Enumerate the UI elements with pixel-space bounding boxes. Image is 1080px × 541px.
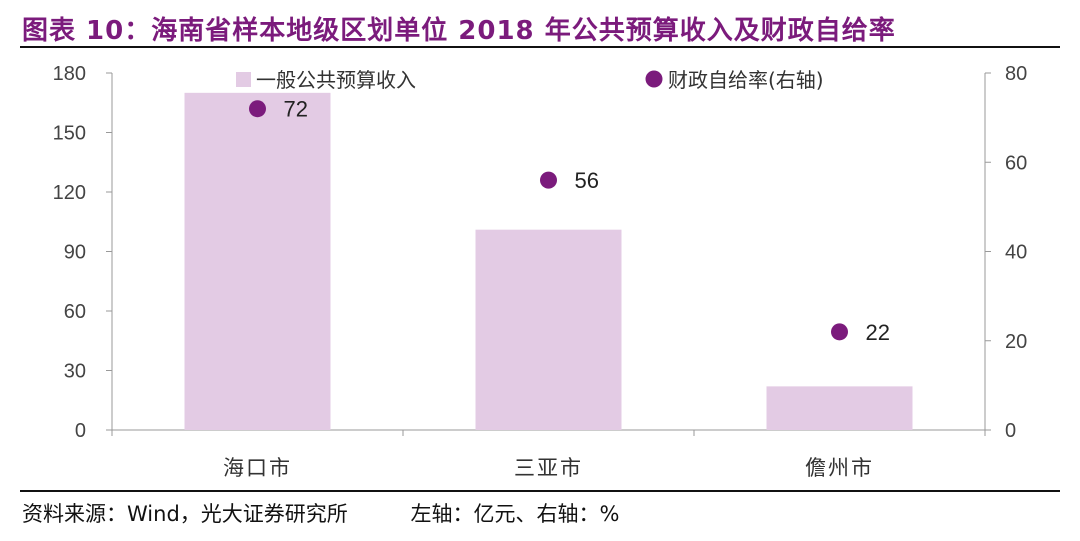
left-tick-label: 150 — [53, 123, 86, 145]
legend-dot-swatch — [645, 70, 663, 88]
tick-labels: 0 30 60 90 120 150 180 0 20 40 60 80 — [53, 63, 1028, 442]
category-label: 儋州市 — [805, 456, 874, 480]
unit-note: 左轴：亿元、右轴：% — [410, 502, 620, 526]
dots: 72 56 22 — [249, 97, 890, 345]
category-label: 三亚市 — [514, 456, 583, 480]
title-rule — [20, 46, 1060, 48]
left-tick-label: 30 — [64, 361, 86, 383]
bar — [766, 386, 913, 430]
figure-title: 图表 10：海南省样本地级区划单位 2018 年公共预算收入及财政自给率 — [22, 16, 896, 46]
bar — [475, 229, 622, 430]
category-label: 海口市 — [223, 456, 292, 480]
legend: 一般公共预算收入 财政自给率(右轴) — [236, 68, 824, 92]
source-text: 资料来源：Wind，光大证券研究所 — [22, 502, 348, 526]
chart: 72 56 22 0 30 60 90 120 150 180 0 20 40 60 80 海口市 三亚市 儋… — [53, 63, 1028, 480]
bars — [184, 92, 913, 430]
data-label: 22 — [866, 320, 890, 345]
legend-bar-swatch — [236, 72, 251, 87]
source-rule — [20, 490, 1060, 492]
data-label: 56 — [575, 168, 599, 193]
data-label: 72 — [284, 97, 308, 122]
left-tick-label: 60 — [64, 301, 86, 323]
data-point — [249, 100, 266, 118]
category-labels: 海口市 三亚市 儋州市 — [223, 456, 874, 480]
right-tick-label: 60 — [1005, 152, 1027, 174]
data-point — [831, 323, 848, 341]
source-line: 资料来源：Wind，光大证券研究所 左轴：亿元、右轴：% — [22, 498, 675, 528]
data-point — [540, 171, 557, 189]
right-tick-label: 20 — [1005, 331, 1027, 353]
legend-bar-label: 一般公共预算收入 — [256, 68, 416, 92]
right-tick-label: 40 — [1005, 242, 1027, 264]
left-tick-label: 180 — [53, 63, 86, 85]
legend-dot-label: 财政自给率(右轴) — [668, 68, 824, 92]
right-tick-label: 80 — [1005, 63, 1027, 85]
right-tick-label: 0 — [1005, 420, 1016, 442]
bar — [184, 92, 331, 430]
left-tick-label: 120 — [53, 182, 86, 204]
left-tick-label: 0 — [75, 420, 86, 442]
left-tick-label: 90 — [64, 242, 86, 264]
